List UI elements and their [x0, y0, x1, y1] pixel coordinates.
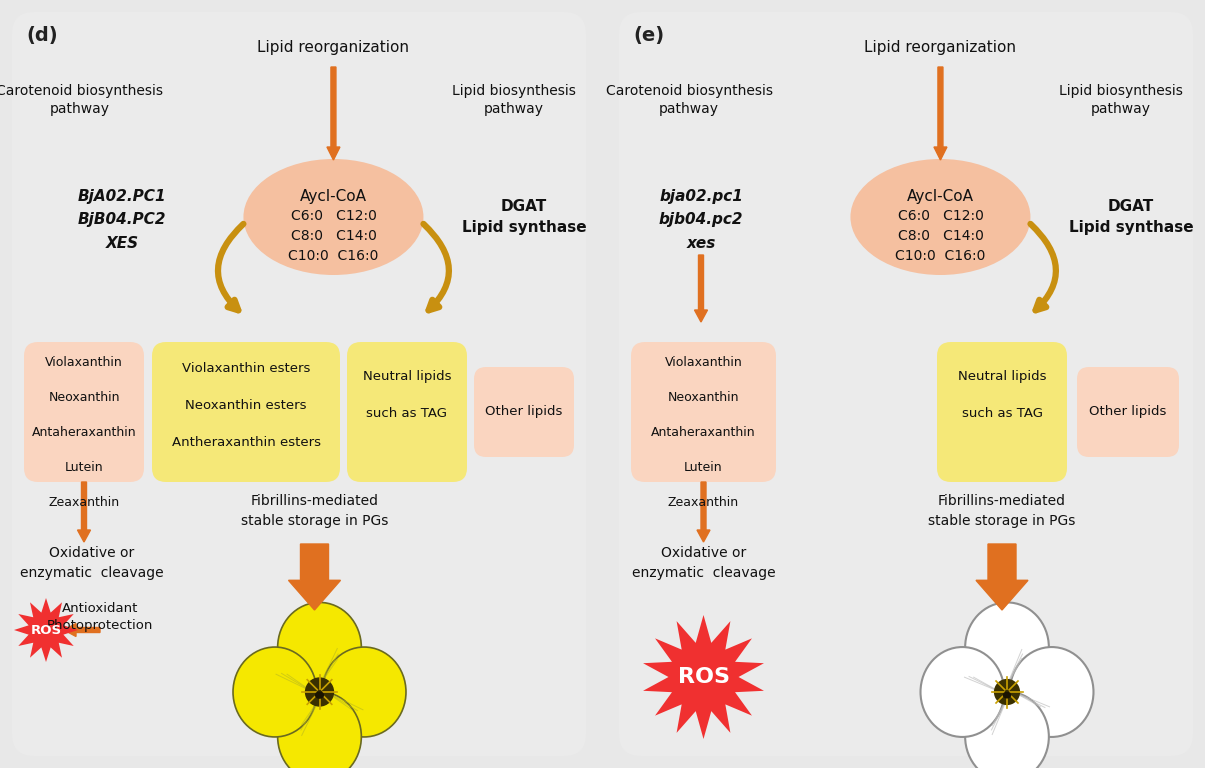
Ellipse shape [322, 647, 406, 737]
FancyArrow shape [64, 624, 100, 637]
Text: Violaxanthin

Neoxanthin

Antaheraxanthin

Lutein

Zeaxanthin: Violaxanthin Neoxanthin Antaheraxanthin … [651, 356, 756, 509]
FancyArrow shape [77, 482, 90, 542]
Ellipse shape [277, 602, 362, 692]
FancyBboxPatch shape [1077, 367, 1178, 457]
Text: (e): (e) [633, 26, 664, 45]
Ellipse shape [233, 647, 317, 737]
Text: (d): (d) [27, 26, 58, 45]
FancyBboxPatch shape [347, 342, 468, 482]
FancyArrowPatch shape [423, 224, 449, 310]
FancyBboxPatch shape [631, 342, 776, 482]
Ellipse shape [994, 680, 1019, 704]
Text: Oxidative or
enzymatic  cleavage: Oxidative or enzymatic cleavage [20, 546, 164, 580]
Text: ROS: ROS [30, 624, 61, 637]
FancyArrowPatch shape [1030, 224, 1056, 310]
Ellipse shape [921, 647, 1004, 737]
Ellipse shape [965, 692, 1048, 768]
FancyArrow shape [934, 67, 947, 160]
FancyArrow shape [696, 482, 710, 542]
Text: Neutral lipids

such as TAG: Neutral lipids such as TAG [363, 370, 451, 420]
Text: Fibrillins-mediated
stable storage in PGs: Fibrillins-mediated stable storage in PG… [928, 494, 1076, 528]
Ellipse shape [243, 159, 423, 275]
Polygon shape [643, 615, 764, 739]
FancyArrow shape [288, 544, 341, 610]
Ellipse shape [315, 691, 324, 699]
FancyBboxPatch shape [474, 367, 574, 457]
Text: ROS: ROS [677, 667, 729, 687]
Ellipse shape [965, 602, 1048, 692]
Text: bja02.pc1
bjb04.pc2
xes: bja02.pc1 bjb04.pc2 xes [659, 189, 743, 251]
Text: Lipid reorganization: Lipid reorganization [258, 40, 410, 55]
Text: Oxidative or
enzymatic  cleavage: Oxidative or enzymatic cleavage [631, 546, 775, 580]
Text: Carotenoid biosynthesis
pathway: Carotenoid biosynthesis pathway [0, 84, 164, 117]
Text: Carotenoid biosynthesis
pathway: Carotenoid biosynthesis pathway [605, 84, 772, 117]
Text: Fibrillins-mediated
stable storage in PGs: Fibrillins-mediated stable storage in PG… [241, 494, 388, 528]
Text: Other lipids: Other lipids [486, 406, 563, 419]
Text: DGAT
Lipid synthase: DGAT Lipid synthase [462, 199, 587, 235]
FancyArrowPatch shape [218, 224, 243, 310]
Text: Other lipids: Other lipids [1089, 406, 1166, 419]
Text: Aycl-CoA: Aycl-CoA [907, 189, 974, 204]
Ellipse shape [306, 678, 334, 706]
Text: Violaxanthin

Neoxanthin

Antaheraxanthin

Lutein

Zeaxanthin: Violaxanthin Neoxanthin Antaheraxanthin … [31, 356, 136, 509]
Ellipse shape [1010, 647, 1093, 737]
Text: Lipid biosynthesis
pathway: Lipid biosynthesis pathway [1059, 84, 1183, 117]
Ellipse shape [851, 159, 1030, 275]
Text: Aycl-CoA: Aycl-CoA [300, 189, 368, 204]
Text: Violaxanthin esters

Neoxanthin esters

Antheraxanthin esters: Violaxanthin esters Neoxanthin esters An… [171, 362, 321, 449]
FancyArrow shape [976, 544, 1028, 610]
Text: C6:0   C12:0
C8:0   C14:0
C10:0  C16:0: C6:0 C12:0 C8:0 C14:0 C10:0 C16:0 [895, 209, 986, 263]
FancyArrow shape [327, 67, 340, 160]
FancyBboxPatch shape [24, 342, 145, 482]
FancyArrow shape [694, 255, 707, 322]
FancyBboxPatch shape [12, 12, 586, 756]
FancyBboxPatch shape [619, 12, 1193, 756]
Text: BjA02.PC1
BjB04.PC2
XES: BjA02.PC1 BjB04.PC2 XES [77, 189, 166, 251]
Text: Antioxidant
Photoprotection: Antioxidant Photoprotection [47, 602, 153, 632]
FancyBboxPatch shape [152, 342, 340, 482]
Text: Lipid reorganization: Lipid reorganization [864, 40, 1017, 55]
Ellipse shape [277, 692, 362, 768]
Text: Lipid biosynthesis
pathway: Lipid biosynthesis pathway [452, 84, 576, 117]
Polygon shape [14, 598, 78, 662]
Text: Neutral lipids

such as TAG: Neutral lipids such as TAG [958, 370, 1046, 420]
Text: DGAT
Lipid synthase: DGAT Lipid synthase [1069, 199, 1193, 235]
Ellipse shape [1003, 692, 1011, 699]
Text: C6:0   C12:0
C8:0   C14:0
C10:0  C16:0: C6:0 C12:0 C8:0 C14:0 C10:0 C16:0 [288, 209, 378, 263]
FancyBboxPatch shape [937, 342, 1066, 482]
